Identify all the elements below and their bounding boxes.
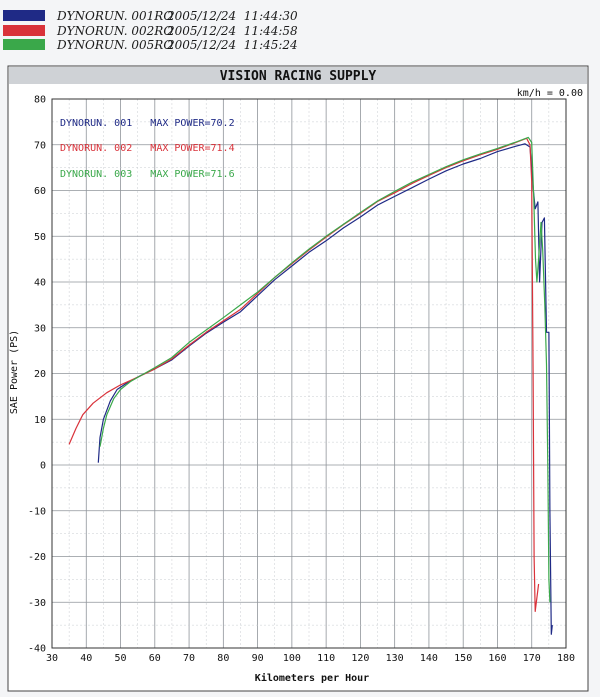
run-row: DYNORUN. 005RO 2005/12/24 11:45:24 xyxy=(0,37,298,52)
x-tick-label: 30 xyxy=(46,653,58,664)
run-file-name: DYNORUN. 001RO xyxy=(57,8,174,23)
series-line-3 xyxy=(99,136,551,603)
speed-readout: km/h = 0.00 xyxy=(517,88,583,99)
series-lines xyxy=(68,136,553,635)
x-tick-label: 110 xyxy=(317,653,335,664)
x-tick-labels: 30 40 50 60 70 80 90 100 110 120 130 140 150 160 170 18… xyxy=(46,653,575,664)
x-tick-label: 50 xyxy=(115,653,127,664)
run-color-swatch xyxy=(3,39,45,50)
x-tick-label: 150 xyxy=(454,653,472,664)
run-row: DYNORUN. 001RO 2005/12/24 11:44:30 xyxy=(0,8,298,23)
y-tick-labels: 80 70 60 50 40 30 20 10 0 -10 -20 -30 -40 xyxy=(28,95,46,655)
x-tick-label: 140 xyxy=(420,653,438,664)
y-tick-label: 10 xyxy=(34,415,46,426)
plot-frame xyxy=(51,98,567,649)
legend-entry: DYNORUN. 001 MAX POWER=70.2 xyxy=(60,118,235,129)
legend-entry: DYNORUN. 003 MAX POWER=71.6 xyxy=(60,169,235,180)
run-color-swatch xyxy=(3,25,45,36)
run-color-swatch xyxy=(3,10,45,21)
run-file-name: DYNORUN. 002RO xyxy=(57,23,174,38)
y-tick-label: -30 xyxy=(28,598,46,609)
x-tick-label: 100 xyxy=(283,653,301,664)
x-tick-label: 180 xyxy=(557,653,575,664)
chart-frame xyxy=(7,65,589,692)
run-timestamp: 2005/12/24 11:44:30 xyxy=(167,8,298,23)
y-tick-label: 40 xyxy=(34,278,46,289)
x-tick-label: 60 xyxy=(149,653,161,664)
x-tick-label: 130 xyxy=(386,653,404,664)
y-tick-label: 50 xyxy=(34,232,46,243)
plot-area-border xyxy=(51,98,567,649)
run-timestamp: 2005/12/24 11:44:58 xyxy=(167,23,298,38)
x-tick-label: 80 xyxy=(217,653,229,664)
y-tick-label: -10 xyxy=(28,506,46,517)
x-tick-label: 40 xyxy=(80,653,92,664)
x-tick-label: 160 xyxy=(488,653,506,664)
x-tick-label: 120 xyxy=(351,653,369,664)
run-row: DYNORUN. 002RO 2005/12/24 11:44:58 xyxy=(0,23,298,38)
y-tick-label: -40 xyxy=(28,644,46,655)
legend: DYNORUN. 001 MAX POWER=70.2 DYNORUN. 002… xyxy=(60,118,235,180)
y-tick-label: 30 xyxy=(34,323,46,334)
y-tick-label: 80 xyxy=(34,95,46,106)
y-tick-label: 60 xyxy=(34,186,46,197)
x-tick-label: 170 xyxy=(523,653,541,664)
y-tick-label: 70 xyxy=(34,140,46,151)
run-timestamp: 2005/12/24 11:45:24 xyxy=(167,37,298,52)
y-tick-label: -20 xyxy=(28,552,46,563)
x-tick-label: 90 xyxy=(252,653,264,664)
y-tick-label: 20 xyxy=(34,369,46,380)
chart-title: VISION RACING SUPPLY xyxy=(220,69,377,84)
x-axis-label: Kilometers per Hour xyxy=(255,672,369,684)
run-file-name: DYNORUN. 005RO xyxy=(57,37,174,52)
title-bar xyxy=(9,67,587,84)
x-tick-label: 70 xyxy=(183,653,195,664)
legend-entry: DYNORUN. 002 MAX POWER=71.4 xyxy=(60,143,235,154)
y-tick-label: 0 xyxy=(40,461,46,472)
y-axis-label: SAE Power (PS) xyxy=(9,330,20,414)
